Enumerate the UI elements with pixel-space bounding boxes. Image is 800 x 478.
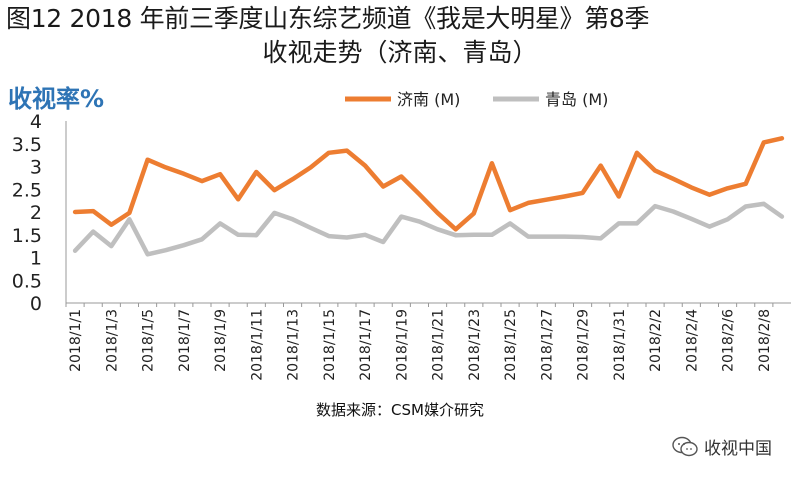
x-tick-label: 2018/2/2 [648, 309, 664, 372]
series-line [72, 201, 785, 257]
x-tick-label: 2018/1/1 [68, 309, 84, 372]
legend-label: 济南 (M) [397, 90, 460, 109]
x-tick-label: 2018/1/7 [177, 309, 193, 372]
series-lines [72, 136, 785, 257]
x-tick-label: 2018/2/4 [684, 309, 700, 372]
chat-bubble-icon [672, 436, 698, 456]
x-tick-label: 2018/1/19 [394, 309, 410, 381]
x-tick-label: 2018/1/13 [286, 309, 302, 381]
y-tick-label: 4 [30, 111, 42, 133]
x-tick-label: 2018/1/15 [322, 309, 338, 381]
chart-title-line1: 图12 2018 年前三季度山东综艺频道《我是大明星》第8季 [6, 4, 650, 33]
x-tick-label: 2018/1/29 [576, 309, 592, 381]
y-tick-label: 0.5 [12, 270, 42, 292]
series-line [72, 136, 785, 232]
x-tick-label: 2018/1/5 [141, 309, 157, 372]
x-tick-label: 2018/1/17 [358, 309, 374, 381]
chart-title-line2: 收视走势（济南、青岛） [262, 38, 538, 67]
x-tick-label: 2018/1/31 [612, 309, 628, 381]
x-tick-label: 2018/1/9 [213, 309, 229, 372]
axes: 00.511.522.533.54 2018/1/1 2018/1/3 2018/1/… [12, 111, 791, 381]
x-tick-label: 2018/1/27 [539, 309, 555, 381]
watermark-text: 收视中国 [704, 439, 772, 459]
legend-label: 青岛 (M) [545, 90, 608, 109]
x-tick-label: 2018/2/8 [757, 309, 773, 372]
x-tick-label: 2018/2/6 [721, 309, 737, 372]
y-tick-label: 2 [30, 202, 42, 224]
y-tick-label: 1 [30, 248, 42, 270]
legend: 济南 (M) 青岛 (M) [345, 90, 608, 109]
x-tick-label: 2018/1/21 [431, 309, 447, 381]
data-source-note: 数据来源：CSM媒介研究 [316, 401, 484, 419]
y-tick-label: 2.5 [12, 179, 42, 201]
y-axis-label: 收视率% [8, 85, 105, 113]
y-tick-label: 1.5 [12, 225, 42, 247]
x-tick-label: 2018/1/3 [104, 309, 120, 372]
watermark: 收视中国 [672, 434, 772, 459]
y-tick-label: 0 [30, 293, 42, 315]
y-tick-label: 3 [30, 157, 42, 179]
y-tick-label: 3.5 [12, 134, 42, 156]
x-tick-label: 2018/1/25 [503, 309, 519, 381]
x-tick-label: 2018/1/23 [467, 309, 483, 381]
x-tick-label: 2018/1/11 [249, 309, 265, 381]
